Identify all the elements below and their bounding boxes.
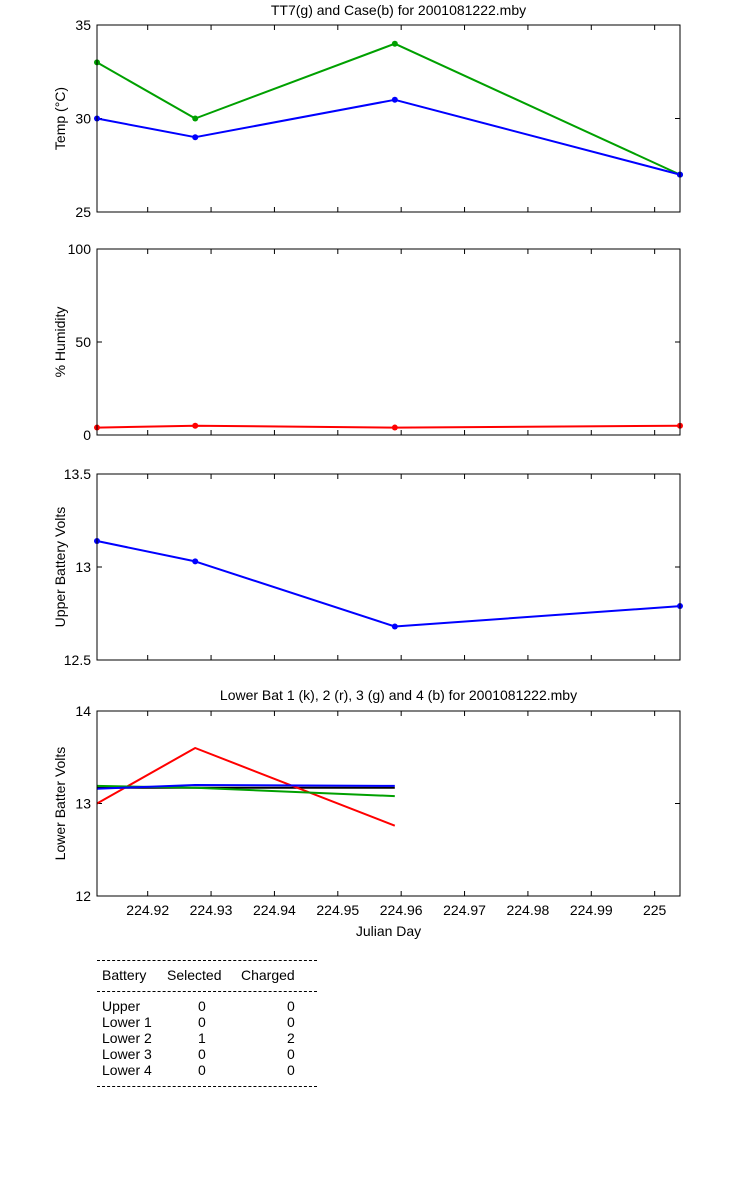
- table-row: Lower 3 0 0: [97, 1046, 317, 1062]
- selected-value: 0: [198, 998, 206, 1014]
- chart-1-y-axis-label: Temp (°C): [52, 87, 68, 150]
- chart-1-y-tick-label: 25: [75, 204, 91, 220]
- chart-4-x-axis-label: Julian Day: [356, 923, 421, 939]
- chart-4-series-bat2: [96, 747, 396, 827]
- chart-4-x-tick-label: 225: [643, 902, 667, 918]
- chart-1-y-tick-label: 35: [75, 17, 91, 33]
- selected-value: 0: [198, 1046, 206, 1062]
- selected-value: 0: [198, 1014, 206, 1030]
- chart-4-y-tick-label: 14: [75, 703, 91, 719]
- chart-4-x-tick-label: 224.96: [380, 902, 423, 918]
- chart-4-title: Lower Bat 1 (k), 2 (r), 3 (g) and 4 (b) …: [220, 687, 577, 703]
- chart-4-plot-frame: [96, 710, 681, 897]
- chart-4-series-bat4: [96, 784, 395, 790]
- chart-1-point-tt7: [391, 40, 398, 47]
- chart-1-y-tick-label: 30: [75, 111, 91, 127]
- battery-name: Lower 3: [102, 1046, 152, 1062]
- chart-2-series-humidity: [96, 424, 681, 429]
- chart-4-x-tick-label: 224.99: [570, 902, 613, 918]
- charged-value: 2: [287, 1030, 295, 1046]
- chart-3-y-axis-label: Upper Battery Volts: [52, 507, 68, 628]
- table-bottom-rule: [97, 1086, 317, 1087]
- chart-4-x-tick-label: 224.95: [316, 902, 359, 918]
- chart-2-y-tick-label: 50: [75, 334, 91, 350]
- chart-1-point-case: [192, 134, 199, 141]
- chart-2-y-tick-label: 0: [83, 427, 91, 443]
- chart-2-y-axis-label: % Humidity: [52, 307, 68, 378]
- charged-value: 0: [287, 1062, 295, 1078]
- charged-value: 0: [287, 998, 295, 1014]
- chart-3-point-upper: [391, 623, 398, 630]
- table-row: Upper 0 0: [97, 998, 317, 1014]
- table-header-rule: [97, 991, 317, 992]
- chart-4-y-axis-label: Lower Batter Volts: [52, 747, 68, 861]
- chart-4-y-tick-label: 12: [75, 888, 91, 904]
- chart-3-point-upper: [192, 558, 199, 565]
- charged-value: 0: [287, 1046, 295, 1062]
- table-row: Lower 2 1 2: [97, 1030, 317, 1046]
- table-row: Lower 1 0 0: [97, 1014, 317, 1030]
- chart-3-y-tick-label: 12.5: [64, 652, 91, 668]
- selected-value: 1: [198, 1030, 206, 1046]
- selected-value: 0: [198, 1062, 206, 1078]
- chart-3-y-tick-label: 13.5: [64, 466, 91, 482]
- chart-2-point-humidity: [192, 422, 199, 429]
- chart-3-plot-frame: [96, 473, 681, 661]
- table-row: Lower 4 0 0: [97, 1062, 317, 1078]
- chart-2-y-tick-label: 100: [68, 241, 92, 257]
- chart-4-x-tick-label: 224.97: [443, 902, 486, 918]
- battery-status-table: Battery Selected Charged Upper 0 0 Lower…: [97, 960, 317, 1087]
- chart-4-x-tick-label: 224.94: [253, 902, 296, 918]
- chart-3-y-tick-label: 13: [75, 559, 91, 575]
- chart-1-series-tt7: [96, 42, 681, 176]
- battery-name: Upper: [102, 998, 141, 1014]
- chart-1-point-tt7: [192, 115, 199, 122]
- header-battery: Battery: [102, 967, 147, 983]
- table-body: Upper 0 0 Lower 1 0 0 Lower 2 1 2 Lower …: [97, 998, 317, 1078]
- chart-4-x-tick-label: 224.98: [506, 902, 549, 918]
- chart-4-y-tick-label: 13: [75, 796, 91, 812]
- battery-name: Lower 2: [102, 1030, 152, 1046]
- battery-name: Lower 4: [102, 1062, 152, 1078]
- chart-1-title: TT7(g) and Case(b) for 2001081222.mby: [271, 2, 526, 18]
- header-selected: Selected: [167, 967, 222, 983]
- battery-name: Lower 1: [102, 1014, 152, 1030]
- chart-2-plot-frame: [96, 248, 681, 436]
- chart-1-point-case: [391, 96, 398, 103]
- chart-3-series-upper: [96, 540, 681, 628]
- chart-4-x-tick-label: 224.92: [126, 902, 169, 918]
- table-top-rule: [97, 960, 317, 961]
- chart-4-x-tick-label: 224.93: [190, 902, 233, 918]
- chart-2-point-humidity: [391, 424, 398, 431]
- charged-value: 0: [287, 1014, 295, 1030]
- chart-1-plot-frame: [96, 24, 681, 213]
- table-header-row: Battery Selected Charged: [97, 967, 317, 983]
- header-charged: Charged: [241, 967, 295, 983]
- chart-1-series-case: [96, 98, 681, 176]
